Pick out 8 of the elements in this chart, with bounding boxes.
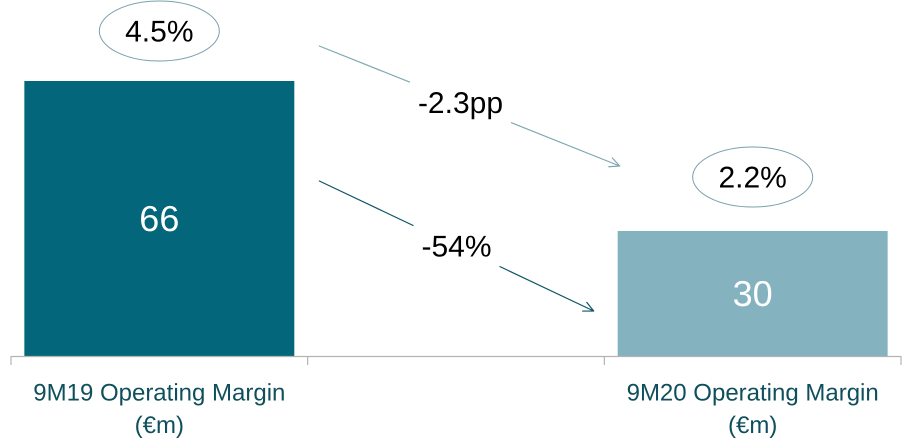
x-tick-label: 9M19 Operating Margin (€m): [33, 379, 286, 439]
text: 4.5%: [125, 16, 194, 48]
data-label: 66: [139, 198, 180, 240]
data-label: 30: [732, 273, 773, 314]
annotation: -2.3pp: [418, 86, 504, 120]
annotation: -54%: [421, 230, 492, 264]
annotation: 2.2%: [718, 162, 787, 194]
x-tick-label: 9M20 Operating Margin (€m): [626, 379, 879, 439]
